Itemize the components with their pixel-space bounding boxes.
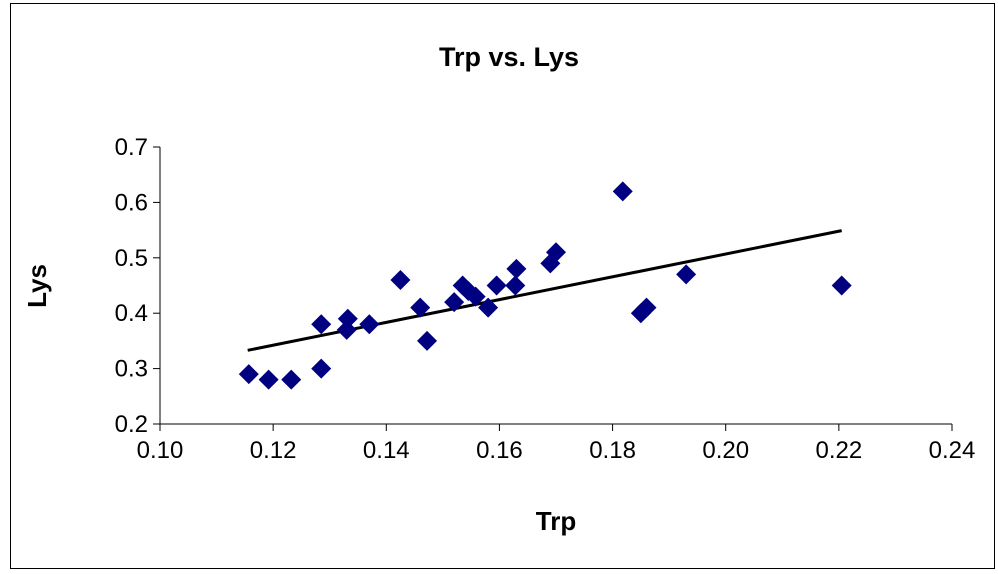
data-point (478, 297, 499, 318)
x-tick-label: 0.20 (702, 437, 749, 464)
y-tick-label: 0.3 (115, 356, 148, 383)
data-point (444, 292, 465, 313)
data-point (636, 297, 657, 318)
data-point (311, 314, 332, 335)
data-point (390, 269, 411, 290)
data-point (506, 258, 527, 279)
data-point (238, 364, 259, 385)
y-axis-ticks: 0.2 0.3 0.4 0.5 0.6 0.7 (115, 134, 160, 438)
trendline (247, 229, 842, 352)
y-tick-label: 0.4 (115, 300, 148, 327)
x-tick-label: 0.12 (250, 437, 297, 464)
data-point (311, 358, 332, 379)
y-tick-label: 0.2 (115, 411, 148, 438)
x-tick-label: 0.14 (363, 437, 410, 464)
data-point (281, 369, 302, 390)
data-point (831, 275, 852, 296)
data-points (238, 181, 852, 390)
x-axis-label: Trp (536, 506, 576, 536)
y-tick-label: 0.6 (115, 189, 148, 216)
data-point (612, 181, 633, 202)
chart-title: Trp vs. Lys (439, 42, 579, 72)
data-point (505, 275, 526, 296)
x-tick-label: 0.22 (815, 437, 862, 464)
x-tick-label: 0.10 (137, 437, 184, 464)
data-point (465, 286, 486, 307)
x-tick-label: 0.18 (589, 437, 636, 464)
data-point (417, 330, 438, 351)
y-axis-label: Lys (22, 264, 52, 308)
y-tick-label: 0.5 (115, 245, 148, 272)
x-axis-ticks: 0.10 0.12 0.14 0.16 0.18 0.20 0.22 0.24 (137, 424, 976, 464)
data-point (258, 369, 279, 390)
data-point (546, 242, 566, 263)
y-tick-label: 0.7 (115, 134, 148, 161)
data-point (676, 264, 697, 285)
data-point (359, 314, 380, 335)
data-point (410, 297, 431, 318)
data-point (486, 275, 507, 296)
x-tick-label: 0.24 (929, 437, 976, 464)
data-point (337, 308, 358, 329)
x-tick-label: 0.16 (476, 437, 523, 464)
